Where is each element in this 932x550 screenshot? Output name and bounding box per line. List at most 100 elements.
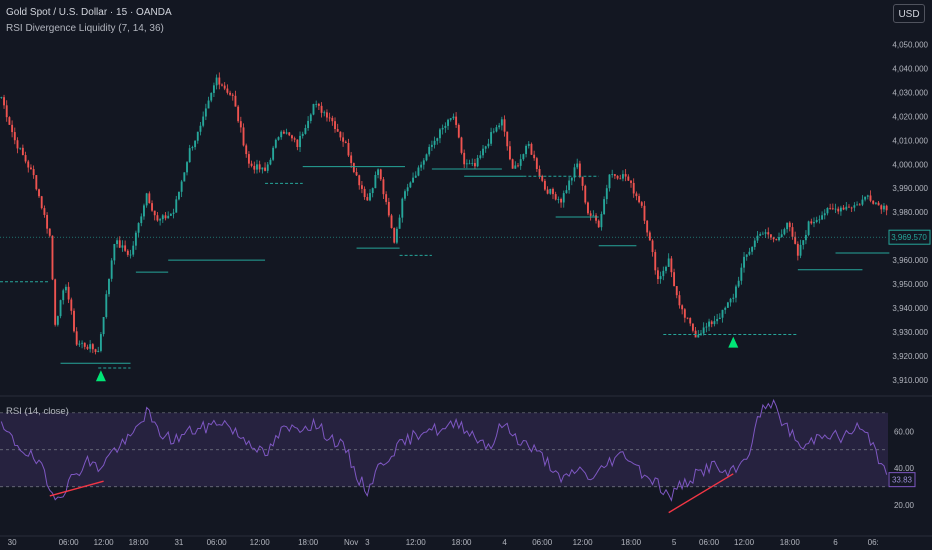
candle-body (708, 321, 710, 327)
candle (794, 231, 797, 245)
candle (869, 190, 872, 203)
candle-body (549, 188, 552, 194)
candle (417, 165, 420, 177)
candle-body (463, 152, 466, 165)
candle (474, 158, 476, 169)
candle-body (355, 172, 358, 176)
candle-body (207, 100, 210, 109)
candle (401, 197, 404, 223)
candle (371, 187, 374, 198)
candle-body (377, 169, 380, 175)
rsi-line (0, 398, 888, 502)
rsi-label[interactable]: RSI (14, close) (6, 406, 69, 417)
candle (670, 256, 673, 278)
candle (885, 204, 888, 216)
candle-body (813, 222, 815, 224)
candle-body (856, 204, 858, 206)
candle (856, 201, 858, 206)
candle-body (291, 135, 293, 139)
candle-body (654, 252, 657, 271)
symbol-title[interactable]: Gold Spot / U.S. Dollar · 15 · OANDA (6, 7, 172, 18)
liquidity-levels (0, 166, 890, 369)
candle-body (815, 220, 818, 223)
candle (326, 109, 328, 122)
time-tick-label: 18:00 (129, 538, 150, 547)
candle-body (339, 131, 342, 138)
candle-body (140, 216, 143, 224)
candle (398, 214, 401, 229)
candle-body (371, 188, 374, 194)
candle-body (831, 208, 834, 210)
candle-body (576, 163, 579, 168)
candle (756, 230, 759, 244)
candle (46, 212, 49, 234)
candle-body (237, 106, 240, 122)
candle (533, 150, 536, 161)
candle-body (611, 174, 614, 175)
candle (73, 308, 75, 333)
candle (562, 190, 565, 208)
candle-body (242, 127, 245, 146)
candle (686, 317, 689, 320)
candle-body (412, 177, 414, 183)
candle-body (16, 140, 19, 149)
candle (724, 306, 727, 314)
candle (428, 144, 431, 157)
candle (285, 128, 288, 135)
candle (495, 124, 498, 133)
candle-body (839, 207, 842, 212)
candle-body (675, 286, 678, 296)
candle-body (670, 258, 673, 273)
candle-body (511, 159, 514, 169)
candle (312, 103, 315, 116)
candle-body (858, 204, 861, 206)
candle-body (269, 159, 272, 165)
candle (441, 124, 444, 135)
candle (395, 226, 398, 245)
candle (568, 176, 571, 194)
currency-button[interactable]: USD (893, 4, 925, 23)
candle (592, 210, 595, 217)
candle-body (323, 112, 326, 114)
candle-body (374, 174, 377, 189)
candle-body (705, 326, 708, 328)
price-tick-label: 3,930.000 (892, 328, 928, 337)
candle (223, 82, 226, 91)
candle (194, 140, 197, 150)
candle-body (309, 114, 312, 121)
candle (796, 241, 799, 261)
candle-body (261, 167, 264, 170)
candle-body (129, 254, 132, 256)
indicator-label[interactable]: RSI Divergence Liquidity (7, 14, 36) (6, 23, 164, 34)
candle-body (54, 279, 57, 325)
candle-body (350, 155, 353, 164)
candle (681, 304, 684, 315)
candle (578, 160, 581, 179)
candle (288, 132, 291, 137)
candle (414, 171, 417, 179)
time-tick-label: 06:00 (532, 538, 553, 547)
candle (737, 276, 740, 288)
candle (363, 186, 366, 200)
candle-body (62, 290, 65, 301)
candle (86, 344, 89, 351)
candle-body (525, 145, 528, 155)
candle (452, 113, 455, 121)
candle (274, 138, 277, 149)
candle-body (102, 316, 105, 335)
candle-body (212, 85, 215, 93)
candle-body (51, 235, 54, 280)
candle-body (70, 299, 73, 311)
candle (630, 180, 632, 188)
candle (616, 175, 619, 180)
candle (352, 162, 355, 174)
candle (91, 343, 94, 354)
candle (826, 207, 829, 216)
candle-body (202, 116, 205, 126)
candle (3, 94, 5, 109)
candle-body (331, 117, 334, 122)
last-price-badge (888, 229, 931, 245)
candle (148, 191, 151, 204)
candle-body (821, 215, 824, 220)
